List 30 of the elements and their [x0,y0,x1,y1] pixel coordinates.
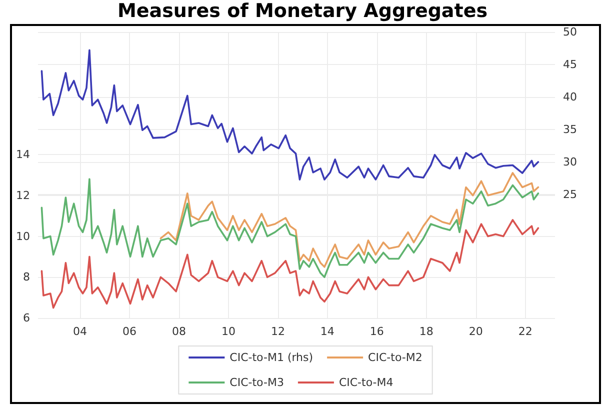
y2-tick-label: 30 [563,156,577,168]
x-tick-label: 16 [370,325,384,338]
legend-label: CIC-to-M3 [230,376,284,389]
y-tick-label: 12 [16,188,30,202]
y2-tick-label: 40 [563,90,577,104]
line-series [40,178,540,278]
y-tick-label: 14 [16,148,30,162]
chart-title: Measures of Monetary Aggregates [116,0,489,22]
x-tick-label: 18 [419,325,434,338]
line-series [40,49,540,180]
x-tick-label: 20 [468,325,483,338]
line-series [160,172,540,268]
y-tick-label: 6 [23,312,30,324]
y-tick-label: 10 [16,230,30,243]
x-tick-label: 04 [73,325,88,338]
x-tick-label: 22 [518,325,532,338]
x-tick-label: 10 [221,325,236,338]
y-tick-label: 8 [23,270,30,284]
y2-tick-label: 45 [563,58,577,71]
x-tick-label: 12 [270,325,285,338]
legend-label: CIC-to-M2 [368,351,422,364]
y2-tick-label: 50 [563,26,577,38]
y2-tick-label: 35 [563,123,577,136]
x-tick-label: 06 [122,325,137,338]
y2-tick-label: 25 [563,188,577,201]
x-tick-label: 08 [172,325,186,338]
legend-label: CIC-to-M1 (rhs) [230,351,314,364]
x-tick-label: 14 [320,325,334,338]
line-series [40,219,540,309]
legend-label: CIC-to-M4 [338,376,394,389]
